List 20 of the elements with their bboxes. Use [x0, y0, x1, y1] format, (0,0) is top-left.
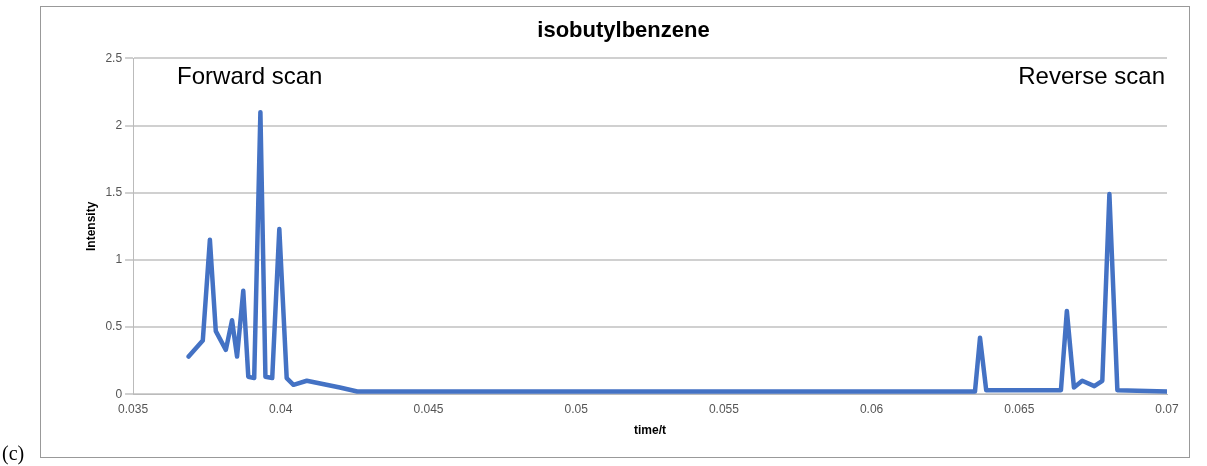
y-tick-label: 0.5: [105, 319, 123, 334]
text: (c): [2, 442, 25, 465]
x-tick-label: 0.06: [859, 401, 884, 416]
x-tick-label: 0.07: [1155, 401, 1179, 416]
y-tick-label: 2.5: [105, 50, 123, 65]
x-tick-label: 0.035: [118, 401, 149, 416]
y-tick-label: 1: [115, 252, 123, 267]
x-tick-label: 0.05: [564, 401, 589, 416]
annotation: Reverse scan: [1018, 62, 1165, 90]
y-axis-title: Intensity: [83, 201, 98, 251]
x-tick-label: 0.04: [269, 401, 293, 416]
y-tick-label: 0: [115, 386, 123, 401]
x-axis-title: time/t: [634, 423, 667, 438]
y-tick-label: 1.5: [105, 185, 123, 200]
x-tick-label: 0.055: [708, 401, 740, 416]
annotation: Forward scan: [177, 62, 323, 90]
chart-title: isobutylbenzene: [537, 17, 710, 43]
y-tick-label: 2: [115, 117, 123, 132]
x-tick-label: 0.045: [413, 401, 444, 416]
x-tick-label: 0.065: [1004, 401, 1035, 416]
